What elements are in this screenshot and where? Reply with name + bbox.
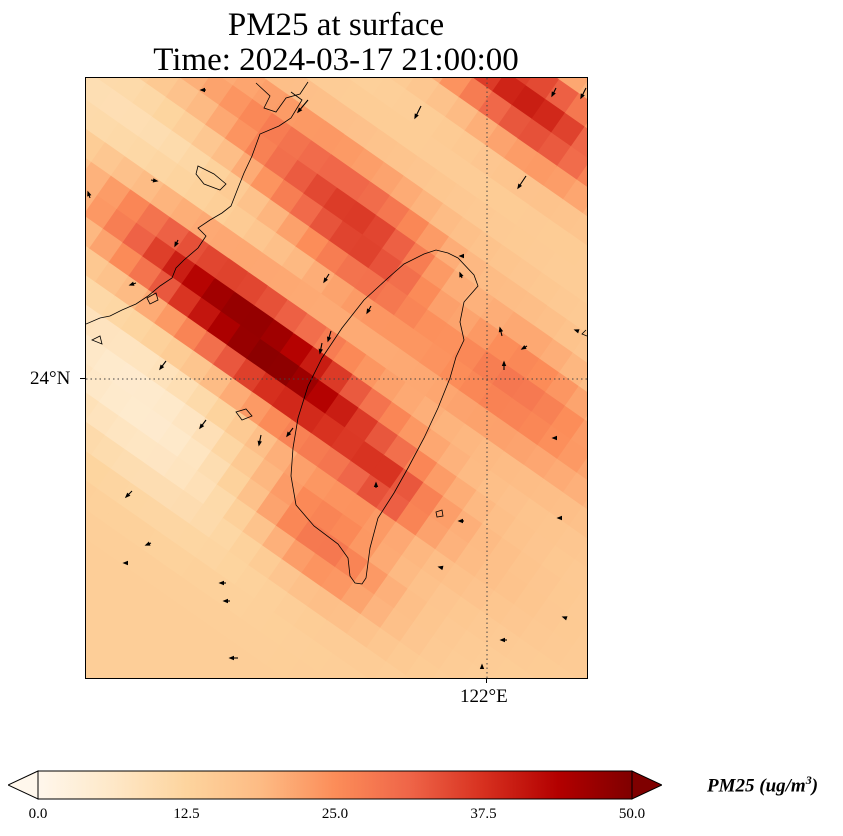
- pm25-grid-cell: [458, 663, 494, 678]
- colorbar-tick-label: 37.5: [470, 806, 497, 822]
- wind-arrow: [479, 663, 485, 669]
- pm25-grid-cell: [251, 665, 287, 678]
- pm25-grid-cell: [284, 659, 321, 678]
- pm25-grid-cell: [404, 655, 441, 678]
- pm25-grid-cell: [424, 669, 460, 678]
- colorbar-tick-label: 0.0: [28, 806, 48, 822]
- lat-tick-label: 24°N: [30, 368, 71, 389]
- wind-arrow: [437, 565, 444, 571]
- wind-arrow: [373, 481, 379, 488]
- island: [581, 329, 587, 337]
- coastlines: [86, 81, 587, 585]
- pm25-grid-cell: [131, 669, 167, 678]
- china-coastline-north: [255, 81, 309, 113]
- wind-arrow: [366, 305, 372, 315]
- wind-arrow: [199, 87, 206, 93]
- wind-arrow: [414, 105, 422, 120]
- wind-arrow: [498, 326, 504, 337]
- pm25-grid-cell: [198, 657, 234, 678]
- island: [146, 292, 159, 305]
- china-coastline-inlet: [195, 165, 227, 191]
- wind-arrow: [318, 342, 323, 355]
- wind-arrow: [174, 239, 179, 248]
- colorbar-extend-min: [8, 770, 39, 800]
- pm25-grid-cell: [111, 655, 148, 678]
- pm25-map-plot: [85, 77, 588, 679]
- taiwan-coastline: [290, 249, 479, 585]
- pm25-grid-cell: [165, 663, 201, 678]
- pm25-grid-cell: [371, 661, 407, 678]
- wind-arrow: [199, 419, 207, 430]
- colorbar-gradient: [37, 770, 633, 800]
- wind-arrow: [501, 360, 507, 370]
- map-canvas: [86, 78, 587, 678]
- pm25-grid-cell: [318, 653, 354, 678]
- wind-arrow: [458, 253, 464, 259]
- wind-arrow: [499, 637, 507, 643]
- wind-arrow: [551, 87, 557, 98]
- wind-arrow: [297, 99, 309, 114]
- pm25-grid-cell: [577, 659, 587, 678]
- wind-arrow: [327, 330, 332, 343]
- pm25-field: [86, 78, 587, 678]
- island: [91, 335, 103, 345]
- colorbar-tick-label: 50.0: [618, 806, 646, 822]
- colorbar: [8, 770, 662, 800]
- wind-arrow: [551, 435, 557, 441]
- wind-arrow: [122, 560, 128, 566]
- colorbar-extend-max: [631, 770, 662, 800]
- wind-arrow: [87, 190, 92, 199]
- wind-arrow: [561, 616, 568, 621]
- china-coastline: [86, 91, 303, 325]
- wind-arrow: [520, 345, 528, 350]
- pm25-grid-cell: [338, 667, 374, 678]
- map-title-line2: Time: 2024-03-17 21:00:00: [153, 42, 519, 78]
- colorbar-tick-label: 25.0: [321, 806, 349, 822]
- wind-arrow: [222, 598, 230, 604]
- wind-arrow: [159, 360, 167, 371]
- colorbar-tick-label: 12.5: [173, 806, 200, 822]
- wind-arrow: [517, 175, 527, 190]
- wind-arrow: [556, 515, 562, 521]
- wind-arrow: [573, 329, 580, 334]
- wind-arrows: [87, 87, 587, 669]
- wind-arrow: [580, 87, 587, 100]
- island: [235, 408, 253, 421]
- map-title-line1: PM25 at surface: [227, 7, 445, 43]
- wind-arrow: [128, 281, 137, 286]
- pm25-grid-cell: [86, 661, 114, 678]
- wind-arrow: [150, 178, 159, 183]
- gridlines: [86, 78, 587, 678]
- wind-arrow: [228, 655, 238, 661]
- lat-tick-mark: [80, 378, 85, 379]
- wind-arrow: [459, 271, 464, 279]
- lon-tick-label: 122°E: [460, 686, 508, 707]
- wind-arrow: [323, 273, 330, 284]
- wind-arrow: [257, 434, 262, 447]
- wind-arrow: [124, 490, 133, 499]
- pm25-grid-cell: [544, 665, 580, 678]
- lon-tick-mark: [486, 678, 487, 683]
- wind-arrow: [286, 427, 294, 438]
- colorbar-label: PM25 (ug/m3): [707, 773, 819, 797]
- wind-arrow: [218, 580, 226, 586]
- wind-arrow: [144, 541, 152, 546]
- island: [435, 509, 444, 518]
- pm25-grid-cell: [491, 657, 527, 678]
- wind-arrow: [457, 518, 464, 524]
